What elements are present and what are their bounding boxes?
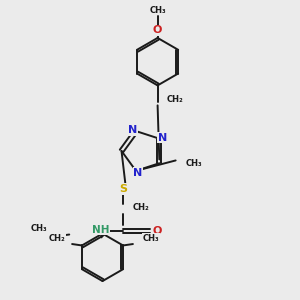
Text: N: N bbox=[133, 168, 142, 178]
Text: S: S bbox=[119, 184, 128, 194]
Text: O: O bbox=[153, 226, 162, 236]
Text: CH₂: CH₂ bbox=[49, 234, 65, 243]
Text: CH₃: CH₃ bbox=[142, 234, 159, 243]
Text: NH: NH bbox=[92, 225, 110, 235]
Text: CH₃: CH₃ bbox=[31, 224, 47, 233]
Text: N: N bbox=[158, 133, 167, 143]
Text: CH₃: CH₃ bbox=[186, 159, 203, 168]
Text: CH₂: CH₂ bbox=[167, 95, 184, 104]
Text: CH₃: CH₃ bbox=[149, 6, 166, 15]
Text: CH₂: CH₂ bbox=[133, 203, 150, 212]
Text: O: O bbox=[153, 25, 162, 35]
Text: N: N bbox=[128, 125, 138, 135]
